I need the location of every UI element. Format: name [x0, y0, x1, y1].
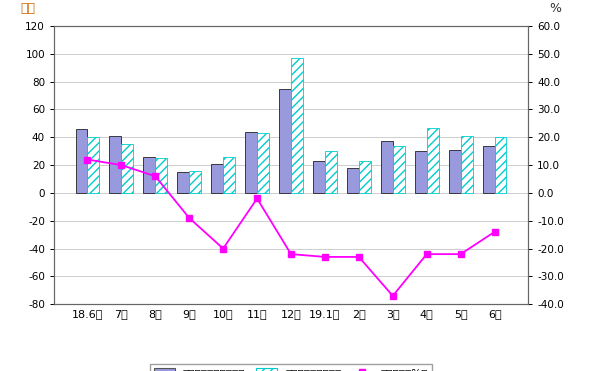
Bar: [76, 129, 88, 193]
Bar: [427, 128, 439, 193]
Bar: [347, 168, 359, 193]
Text: 亿元: 亿元: [21, 2, 36, 15]
Bar: [393, 145, 404, 193]
Bar: [223, 157, 235, 193]
Bar: [359, 161, 371, 193]
Bar: [483, 145, 494, 193]
Text: %: %: [549, 2, 561, 15]
Bar: [245, 132, 257, 193]
Bar: [109, 136, 121, 193]
Bar: [121, 144, 133, 193]
Bar: [415, 151, 427, 193]
Bar: [143, 157, 155, 193]
Bar: [279, 89, 291, 193]
Bar: [257, 133, 269, 193]
Bar: [494, 137, 506, 193]
Bar: [178, 172, 189, 193]
Bar: [325, 151, 337, 193]
Bar: [449, 150, 461, 193]
Bar: [211, 164, 223, 193]
Bar: [313, 161, 325, 193]
Bar: [461, 136, 473, 193]
Legend: 月度实际完成（亿元）, 可比同期数（亿元）, 同比增长（%）: 月度实际完成（亿元）, 可比同期数（亿元）, 同比增长（%）: [149, 364, 433, 371]
Bar: [189, 171, 201, 193]
Bar: [381, 141, 393, 193]
Bar: [291, 58, 303, 193]
Bar: [155, 158, 167, 193]
Bar: [88, 137, 99, 193]
